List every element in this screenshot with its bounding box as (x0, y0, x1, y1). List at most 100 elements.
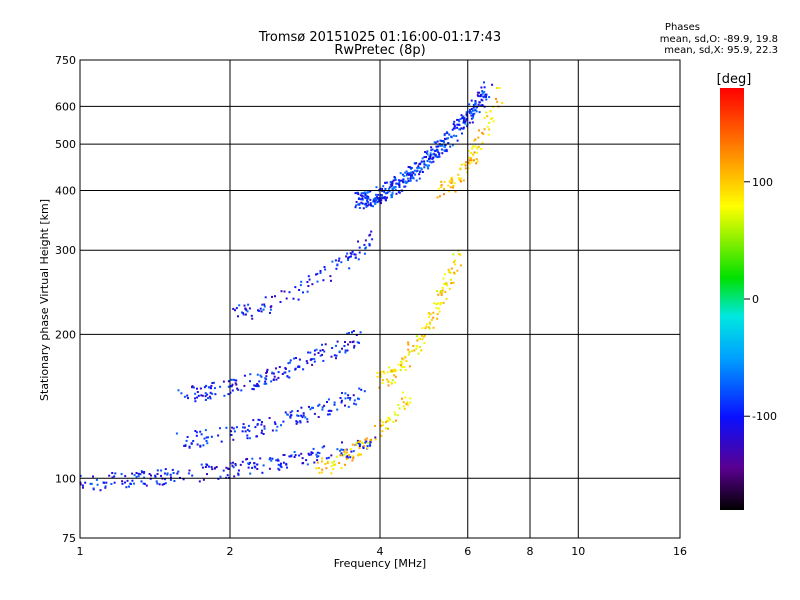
data-point (271, 457, 274, 460)
data-point (469, 157, 472, 160)
data-point (429, 152, 432, 155)
data-point (448, 180, 451, 182)
data-point (354, 206, 357, 209)
data-point (205, 463, 208, 466)
data-point (301, 416, 304, 419)
data-point (450, 178, 453, 181)
data-point (202, 444, 205, 447)
data-point (262, 308, 265, 311)
data-point (336, 340, 339, 343)
data-point (180, 392, 183, 395)
data-point (444, 144, 447, 146)
data-point (354, 192, 357, 195)
data-point (495, 87, 498, 89)
data-point (417, 352, 420, 355)
data-point (488, 128, 491, 131)
data-point (344, 392, 347, 395)
data-point (99, 489, 102, 492)
data-point (230, 385, 233, 388)
data-point (244, 313, 247, 316)
data-point (289, 415, 292, 418)
data-point (135, 475, 138, 478)
data-point (313, 357, 316, 360)
data-point (160, 474, 162, 477)
data-point (374, 202, 377, 205)
data-point (400, 361, 403, 364)
data-point (435, 307, 438, 310)
data-point (431, 148, 434, 151)
data-point (402, 391, 404, 394)
data-point (443, 181, 446, 183)
data-point (358, 207, 361, 209)
data-point (307, 351, 310, 354)
data-point (345, 255, 348, 258)
data-point (432, 311, 435, 314)
data-point (282, 420, 285, 423)
data-point (357, 454, 360, 457)
data-point (82, 486, 84, 489)
data-point (344, 351, 347, 354)
data-point (349, 456, 352, 459)
data-point (462, 120, 465, 123)
data-point (402, 173, 404, 176)
data-point (423, 162, 426, 165)
data-point (416, 339, 419, 342)
data-point (241, 311, 243, 314)
data-points (79, 81, 504, 492)
data-point (284, 367, 287, 370)
data-point (283, 454, 286, 456)
data-point (380, 424, 383, 427)
data-point (277, 376, 280, 379)
data-point (322, 359, 325, 362)
data-point (207, 397, 209, 400)
data-point (448, 287, 451, 290)
data-point (454, 259, 456, 262)
data-point (346, 349, 349, 352)
data-point (349, 397, 352, 399)
data-point (305, 360, 308, 363)
data-point (290, 454, 293, 457)
data-point (384, 181, 387, 184)
data-point (434, 155, 437, 158)
data-point (460, 163, 463, 166)
data-point (394, 188, 397, 191)
data-point (470, 110, 473, 113)
data-point (330, 454, 333, 457)
data-point (398, 407, 401, 410)
data-point (211, 382, 214, 384)
data-point (260, 431, 263, 434)
data-point (278, 366, 281, 368)
data-point (125, 486, 128, 489)
data-point (229, 462, 232, 465)
data-point (240, 389, 243, 392)
data-point (187, 397, 189, 400)
data-point (316, 459, 319, 462)
data-point (295, 357, 297, 359)
data-point (454, 263, 457, 266)
data-point (196, 396, 199, 399)
data-point (404, 180, 407, 183)
data-point (336, 263, 339, 266)
data-point (492, 120, 495, 123)
data-point (449, 186, 452, 189)
data-point (421, 327, 424, 330)
data-point (501, 102, 504, 104)
data-point (425, 325, 428, 328)
data-point (364, 247, 367, 250)
data-point (204, 466, 207, 468)
data-point (381, 379, 384, 382)
data-point (196, 391, 199, 393)
data-point (335, 455, 338, 458)
data-point (358, 202, 361, 205)
data-point (364, 239, 367, 242)
data-point (293, 456, 296, 458)
data-point (299, 421, 302, 424)
data-point (421, 338, 424, 341)
data-point (408, 351, 411, 354)
data-point (254, 426, 257, 429)
y-tick-label: 600 (55, 100, 76, 113)
data-point (476, 151, 479, 154)
data-point (260, 310, 263, 313)
data-point (259, 457, 262, 460)
data-point (483, 86, 486, 89)
